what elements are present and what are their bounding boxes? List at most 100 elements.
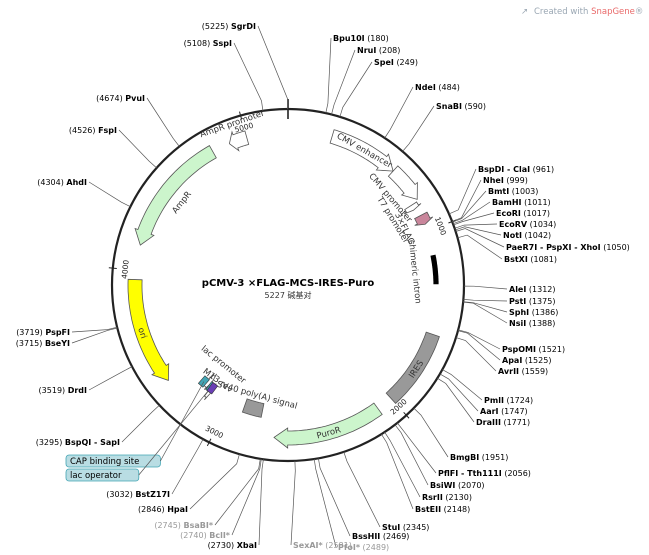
site-bspqi-sapi[interactable]: (3295) BspQI - SapI (36, 404, 160, 447)
feature-shape-3-flag[interactable] (413, 211, 434, 226)
site-label-ndei[interactable]: NdeI (484) (415, 83, 460, 92)
feature-shape-puror[interactable] (273, 402, 383, 449)
site-label-bamhi[interactable]: BamHI (1011) (492, 198, 551, 207)
site-pfoi[interactable]: PfoI* (2489) (313, 458, 389, 552)
site-label-bseyi[interactable]: (3715) BseYI (16, 339, 70, 348)
site-alei[interactable]: AleI (1312) (463, 285, 556, 294)
site-bsiwi[interactable]: BsiWI (2070) (394, 424, 485, 490)
site-label-ahdi[interactable]: (4304) AhdI (37, 178, 87, 187)
site-label-bsshii[interactable]: BssHII (2469) (352, 532, 409, 541)
feature-chimeric-intron[interactable]: chimeric intron (406, 239, 439, 304)
site-ahdi[interactable]: (4304) AhdI (37, 178, 131, 208)
site-label-spei[interactable]: SpeI (249) (374, 58, 418, 67)
feature-shape-t7-promoter[interactable] (403, 201, 422, 215)
site-bsteii[interactable]: BstEII (2148) (381, 434, 470, 514)
site-pspomi[interactable]: PspOMI (1521) (458, 329, 565, 354)
site-sgrdi[interactable]: (5225) SgrDI (202, 22, 288, 109)
feature-shape-ori[interactable] (127, 278, 170, 381)
feature-shape-chimeric-intron[interactable] (430, 254, 439, 285)
site-label-bsiwi[interactable]: BsiWI (2070) (430, 481, 485, 490)
site-bspdi-clai[interactable]: BspDI - ClaI (961) (448, 165, 554, 215)
site-aari[interactable]: AarI (1747) (439, 373, 528, 416)
site-label-nhei[interactable]: NheI (999) (483, 176, 528, 185)
site-label-sexai[interactable]: SexAI* (2581) (293, 541, 352, 550)
site-label-sgrdi[interactable]: (5225) SgrDI (202, 22, 256, 31)
site-label-pmli[interactable]: PmlI (1724) (484, 396, 533, 405)
site-hpai[interactable]: (2846) HpaI (138, 454, 240, 514)
site-label-drdi[interactable]: (3519) DrdI (39, 386, 87, 395)
feature-shape-cmv-enhancer[interactable] (329, 129, 394, 172)
feature-shape-lac-promoter[interactable] (203, 373, 218, 390)
site-bsabi[interactable]: (2745) BsaBI* (154, 458, 261, 530)
box-label-lac-operator[interactable]: lac operator (65, 387, 212, 482)
site-psti[interactable]: PstI (1375) (463, 297, 555, 306)
site-paer7i-pspxi-xhoi[interactable]: PaeR7I - PspXI - XhoI (1050) (455, 228, 630, 253)
site-snabi[interactable]: SnaBI (590) (402, 102, 486, 152)
site-label-pspfi[interactable]: (3719) PspFI (16, 328, 70, 337)
feature-ampr-promoter[interactable]: AmpR promoter (199, 108, 267, 152)
site-bsshii[interactable]: BssHII (2469) (318, 458, 409, 541)
site-label-nsii[interactable]: NsiI (1388) (509, 319, 555, 328)
site-label-pvui[interactable]: (4674) PvuI (96, 94, 145, 103)
site-pmli[interactable]: PmlI (1724) (442, 369, 533, 405)
site-xbai[interactable]: (2730) XbaI (208, 459, 264, 550)
site-bcli[interactable]: (2740) BclI* (180, 458, 262, 540)
site-fspi[interactable]: (4526) FspI (69, 126, 157, 169)
site-sphi[interactable]: SphI (1386) (463, 301, 558, 317)
site-label-bsteii[interactable]: BstEII (2148) (415, 505, 470, 514)
site-bseyi[interactable]: (3715) BseYI (16, 327, 118, 348)
site-apai[interactable]: ApaI (1525) (457, 330, 551, 365)
site-label-bmgbi[interactable]: BmgBI (1951) (450, 453, 508, 462)
site-ndei[interactable]: NdeI (484) (384, 83, 460, 139)
site-label-bcli[interactable]: (2740) BclI* (180, 531, 231, 540)
site-ecori[interactable]: EcoRI (1017) (453, 209, 550, 226)
site-label-ecori[interactable]: EcoRI (1017) (496, 209, 550, 218)
site-label-paer7i-pspxi-xhoi[interactable]: PaeR7I - PspXI - XhoI (1050) (506, 243, 630, 252)
site-label-snabi[interactable]: SnaBI (590) (436, 102, 486, 111)
site-bamhi[interactable]: BamHI (1011) (452, 198, 551, 225)
feature-ori[interactable]: ori (127, 278, 170, 381)
site-nhei[interactable]: NheI (999) (451, 176, 528, 222)
site-nrui[interactable]: NruI (208) (331, 46, 401, 115)
site-label-ecorv[interactable]: EcoRV (1034) (499, 220, 556, 229)
site-label-fspi[interactable]: (4526) FspI (69, 126, 117, 135)
site-label-aari[interactable]: AarI (1747) (480, 407, 528, 416)
site-bmgbi[interactable]: BmgBI (1951) (413, 407, 509, 462)
site-ecorv[interactable]: EcoRV (1034) (454, 220, 557, 229)
site-rsrii[interactable]: RsrII (2130) (384, 431, 472, 502)
feature-shape-ampr[interactable] (134, 145, 217, 246)
site-label-avrii[interactable]: AvrII (1559) (498, 367, 548, 376)
feature-shape-ires[interactable] (385, 331, 440, 404)
site-label-pspomi[interactable]: PspOMI (1521) (502, 345, 565, 354)
site-label-psti[interactable]: PstI (1375) (509, 297, 555, 306)
feature-shape-sv40-poly-a-signal[interactable] (241, 398, 265, 418)
site-label-stui[interactable]: StuI (2345) (382, 523, 429, 532)
site-label-pflfi-tth111i[interactable]: PflFI - Tth111I (2056) (438, 469, 531, 478)
feature-cmv-enhancer[interactable]: CMV enhancer (329, 129, 394, 172)
feature-shape-ampr-promoter[interactable] (228, 130, 250, 152)
site-label-noti[interactable]: NotI (1042) (503, 231, 551, 240)
site-pspfi[interactable]: (3719) PspFI (16, 326, 118, 337)
site-sexai[interactable]: SexAI* (2581) (290, 460, 352, 550)
site-bstz17i[interactable]: (3032) BstZ17I (106, 439, 204, 499)
site-noti[interactable]: NotI (1042) (455, 226, 551, 240)
site-label-draiii[interactable]: DraIII (1771) (476, 418, 530, 427)
site-label-xbai[interactable]: (2730) XbaI (208, 541, 257, 550)
site-label-bspdi-clai[interactable]: BspDI - ClaI (961) (478, 165, 554, 174)
site-draiii[interactable]: DraIII (1771) (437, 377, 530, 427)
feature-box-m13-rev[interactable] (206, 381, 219, 395)
site-label-pfoi[interactable]: PfoI* (2489) (338, 543, 389, 552)
site-pvui[interactable]: (4674) PvuI (96, 94, 180, 147)
feature-ires[interactable]: IRES (385, 331, 440, 404)
site-bstxi[interactable]: BstXI (1081) (457, 234, 557, 264)
site-drdi[interactable]: (3519) DrdI (39, 366, 133, 395)
site-stui[interactable]: StuI (2345) (343, 451, 430, 532)
site-label-bsabi[interactable]: (2745) BsaBI* (154, 521, 213, 530)
feature-puror[interactable]: PuroR (273, 402, 383, 449)
site-bmti[interactable]: BmtI (1003) (452, 187, 538, 223)
box-label-cap-binding-site[interactable]: CAP binding site (65, 381, 205, 468)
site-label-sphi[interactable]: SphI (1386) (509, 308, 558, 317)
site-label-bpu10i[interactable]: Bpu10I (180) (333, 34, 389, 43)
site-sspi[interactable]: (5108) SspI (184, 39, 264, 111)
site-label-rsrii[interactable]: RsrII (2130) (422, 493, 472, 502)
